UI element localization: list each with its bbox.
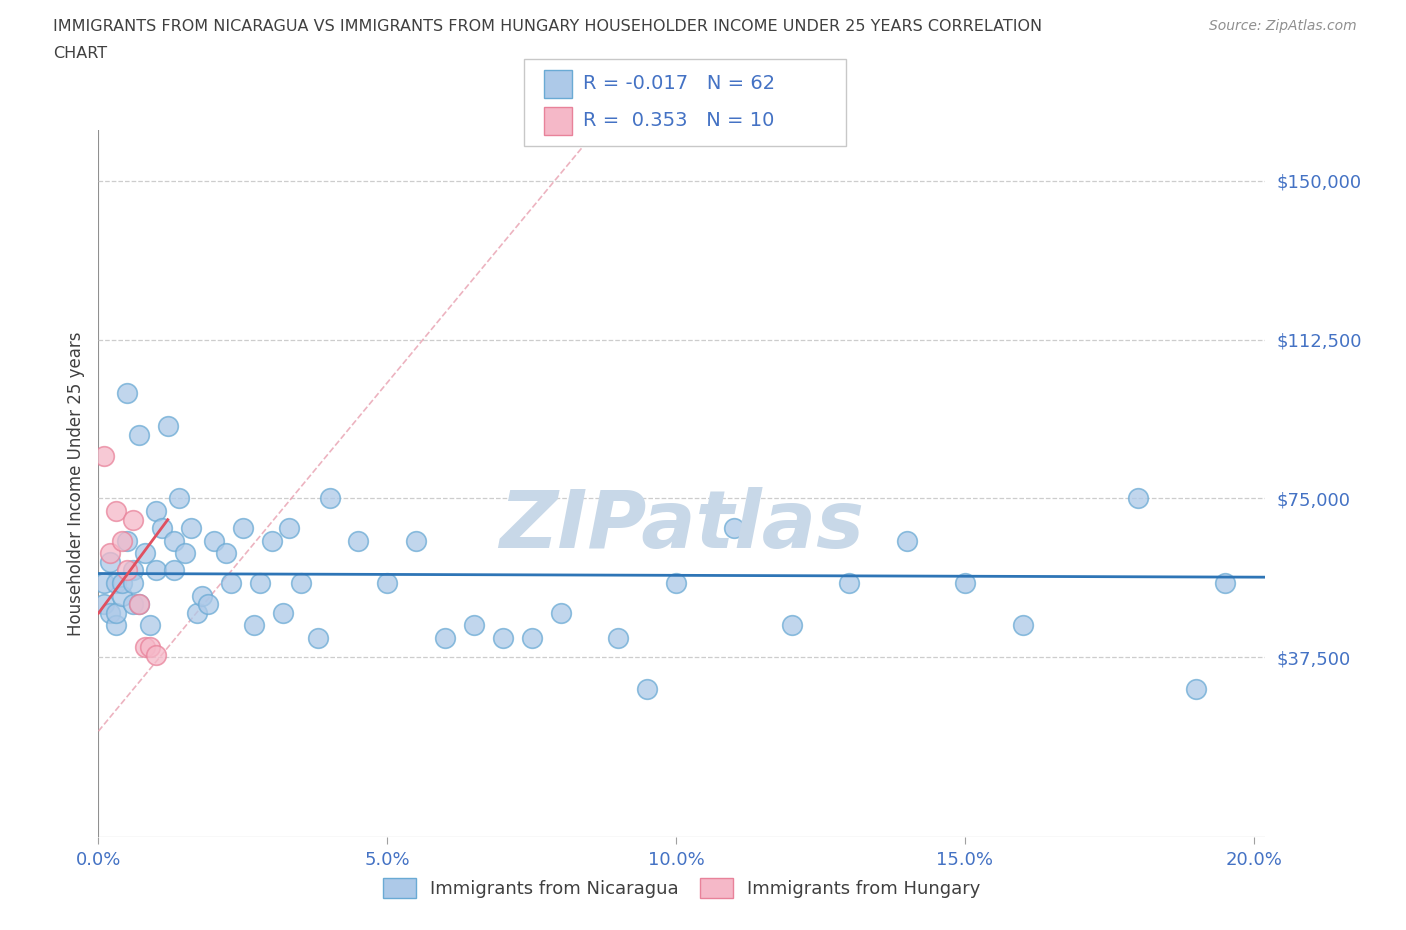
Point (169, 491, 191, 506)
Point (174, 546, 197, 561)
Point (492, 631, 515, 645)
Point (375, 576, 398, 591)
Point (1128, 491, 1150, 506)
Point (723, 521, 745, 536)
Point (145, 563, 167, 578)
Point (1185, 682, 1208, 697)
Point (93, 597, 115, 612)
Point (117, 533, 139, 548)
Point (1213, 576, 1236, 591)
Point (405, 533, 427, 548)
Point (104, 576, 127, 591)
Point (150, 521, 173, 536)
Point (104, 605, 127, 620)
Point (93, 448, 115, 463)
Text: Source: ZipAtlas.com: Source: ZipAtlas.com (1209, 19, 1357, 33)
Text: ZIPatlas: ZIPatlas (499, 487, 865, 565)
Point (838, 576, 860, 591)
Point (243, 618, 266, 632)
Point (104, 618, 127, 632)
Point (145, 504, 167, 519)
Point (122, 576, 145, 591)
Legend: Immigrants from Nicaragua, Immigrants from Hungary: Immigrants from Nicaragua, Immigrants fr… (375, 870, 988, 906)
Point (156, 419, 179, 434)
Point (134, 639, 156, 654)
Point (162, 563, 184, 578)
Point (260, 533, 283, 548)
Point (221, 576, 243, 591)
Point (290, 576, 312, 591)
Point (128, 597, 150, 612)
Point (110, 589, 132, 604)
Point (780, 618, 803, 632)
Point (665, 576, 688, 591)
Point (232, 521, 254, 536)
Point (128, 428, 150, 443)
Point (128, 597, 150, 612)
Point (318, 491, 340, 506)
Point (186, 605, 208, 620)
Point (134, 546, 156, 561)
Point (110, 576, 132, 591)
Point (434, 631, 457, 645)
Point (520, 631, 543, 645)
Point (271, 605, 294, 620)
Point (145, 647, 167, 662)
Point (104, 504, 127, 519)
Point (139, 639, 162, 654)
Point (162, 533, 184, 548)
Point (98, 554, 121, 569)
Point (636, 682, 658, 697)
Text: R =  0.353   N = 10: R = 0.353 N = 10 (583, 112, 775, 130)
Text: R = -0.017   N = 62: R = -0.017 N = 62 (583, 74, 776, 93)
Point (202, 533, 225, 548)
Point (197, 597, 219, 612)
Point (117, 563, 139, 578)
Text: CHART: CHART (53, 46, 107, 61)
Y-axis label: Householder Income Under 25 years: Householder Income Under 25 years (66, 331, 84, 636)
Point (110, 533, 132, 548)
Point (122, 563, 145, 578)
Point (463, 618, 485, 632)
Point (122, 597, 145, 612)
Point (347, 533, 370, 548)
Point (117, 385, 139, 400)
Point (307, 631, 329, 645)
Point (98, 546, 121, 561)
Point (896, 533, 918, 548)
Point (249, 576, 271, 591)
Point (953, 576, 976, 591)
Point (98, 605, 121, 620)
Text: IMMIGRANTS FROM NICARAGUA VS IMMIGRANTS FROM HUNGARY HOUSEHOLDER INCOME UNDER 25: IMMIGRANTS FROM NICARAGUA VS IMMIGRANTS … (53, 19, 1043, 33)
Point (180, 521, 202, 536)
Point (139, 618, 162, 632)
Point (607, 631, 630, 645)
Point (278, 521, 301, 536)
Point (1011, 618, 1033, 632)
Point (214, 546, 236, 561)
Point (93, 576, 115, 591)
Point (191, 589, 214, 604)
Point (122, 512, 145, 527)
Point (550, 605, 572, 620)
